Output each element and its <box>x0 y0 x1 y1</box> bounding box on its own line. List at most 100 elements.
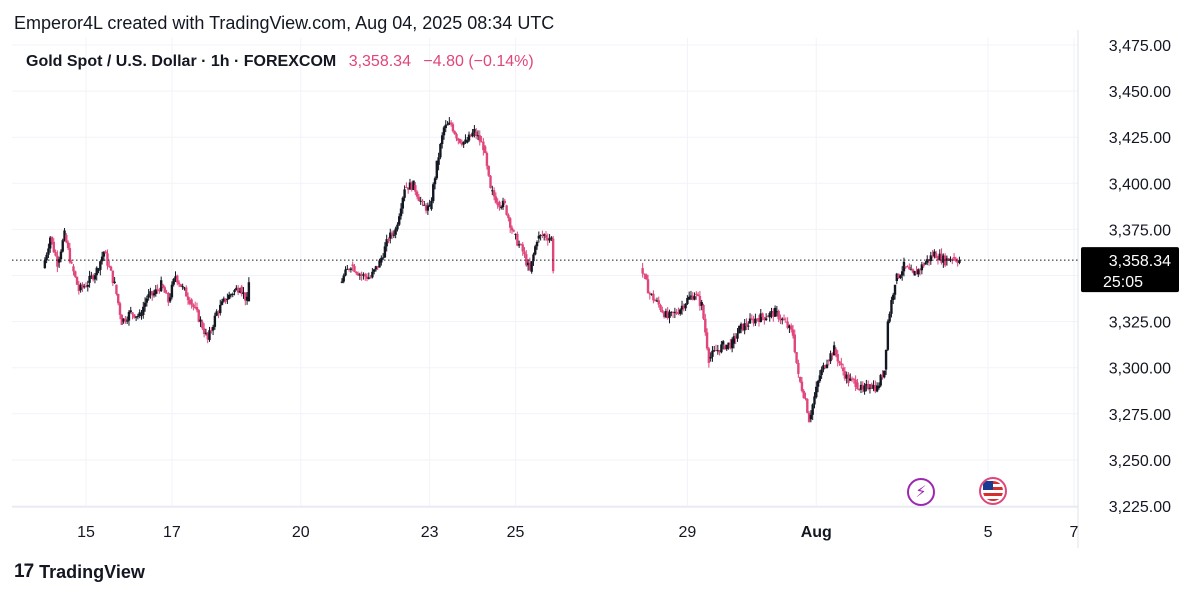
candle-body <box>120 314 123 325</box>
candle-body <box>406 187 410 190</box>
candle-body <box>700 302 703 306</box>
candle-body <box>63 230 66 241</box>
candle-body <box>807 412 811 423</box>
y-tick-label: 3,400.00 <box>1109 176 1171 193</box>
candle-body <box>401 197 405 209</box>
candle-body <box>177 282 181 285</box>
us-flag-icon[interactable] <box>979 477 1007 505</box>
candle-body <box>99 261 102 270</box>
candle-body <box>149 291 152 295</box>
candle-body <box>870 384 873 389</box>
candle-body <box>455 134 458 139</box>
candle-body <box>680 305 684 310</box>
candle-body <box>902 261 906 272</box>
candle-body <box>145 298 149 303</box>
candle-body <box>825 364 829 368</box>
candle-body <box>408 182 412 190</box>
candle-body <box>201 321 204 329</box>
candle-body <box>378 260 381 268</box>
y-tick-label: 3,325.00 <box>1109 315 1171 332</box>
candle-body <box>838 361 841 364</box>
x-tick-label: 23 <box>421 524 439 541</box>
candle-body <box>721 341 725 345</box>
candle-body <box>922 264 925 267</box>
candle-body <box>934 253 938 259</box>
candle-body <box>881 374 884 378</box>
candle-body <box>784 321 788 323</box>
candle-body <box>507 214 510 219</box>
candle-body <box>729 342 732 349</box>
candle-body <box>340 281 344 283</box>
tradingview-logo-icon: 17 <box>14 561 34 582</box>
candle-body <box>754 318 757 324</box>
candle-body <box>933 251 936 257</box>
candle-body <box>383 246 387 258</box>
candle-body <box>136 315 140 317</box>
candle-body <box>117 293 120 304</box>
candle-body <box>773 307 777 317</box>
candle-body <box>748 318 752 324</box>
candle-body <box>152 293 156 296</box>
chart-attribution: Emperor4L created with TradingView.com, … <box>14 13 555 33</box>
candle-body <box>892 294 895 301</box>
candle-body <box>646 279 650 294</box>
candle-body <box>849 378 852 381</box>
candle-body <box>811 404 814 415</box>
candle-body <box>460 142 464 145</box>
candle-body <box>50 236 54 242</box>
candle-body <box>390 232 394 235</box>
candle-body <box>734 336 737 339</box>
candle-body <box>75 276 79 285</box>
candle-body <box>97 269 100 271</box>
candle-body <box>129 310 132 313</box>
symbol-description[interactable]: Gold Spot / U.S. Dollar · 1h · FOREXCOM <box>26 53 337 70</box>
candle-body <box>159 280 163 292</box>
candle-body <box>496 202 499 206</box>
candle-body <box>714 350 718 352</box>
candle-body <box>174 276 177 279</box>
candle-body <box>546 237 549 241</box>
candle-body <box>535 241 539 247</box>
candle-body <box>895 273 899 282</box>
candle-body <box>45 254 48 261</box>
candle-body <box>897 273 900 279</box>
candle-body <box>781 318 784 321</box>
candle-body <box>920 264 924 271</box>
candle-body <box>791 329 795 336</box>
candle-body <box>516 233 519 246</box>
candle-body <box>521 244 524 252</box>
candle-body <box>349 268 353 270</box>
candle-body <box>512 230 515 232</box>
candle-body <box>414 185 417 192</box>
candle-body <box>800 381 804 391</box>
tradingview-brand[interactable]: 17 TradingView <box>14 561 145 583</box>
candle-body <box>489 175 492 188</box>
candle-body <box>476 135 480 137</box>
candle-body <box>741 323 745 331</box>
x-tick-label: 17 <box>163 524 181 541</box>
candle-body <box>61 240 64 252</box>
candle-body <box>550 237 553 239</box>
candle-body <box>677 312 680 314</box>
candle-body <box>548 238 551 241</box>
candle-body <box>802 390 805 398</box>
candle-body <box>938 253 941 261</box>
y-tick-label: 3,300.00 <box>1109 361 1171 378</box>
bolt-icon[interactable]: ⚡ <box>907 478 935 506</box>
candle-body <box>464 139 467 142</box>
candle-body <box>537 235 541 239</box>
candle-body <box>816 381 820 387</box>
candle-body <box>158 289 161 292</box>
candle-body <box>650 293 653 295</box>
candle-body <box>931 255 934 257</box>
candle-body <box>127 312 131 321</box>
candle-body <box>693 296 696 300</box>
candle-body <box>877 385 881 388</box>
candle-body <box>732 336 736 344</box>
candle-body <box>428 204 431 206</box>
candle-body <box>648 293 652 295</box>
candle-body <box>195 306 199 311</box>
candle-body <box>474 131 478 136</box>
candle-body <box>188 300 192 304</box>
